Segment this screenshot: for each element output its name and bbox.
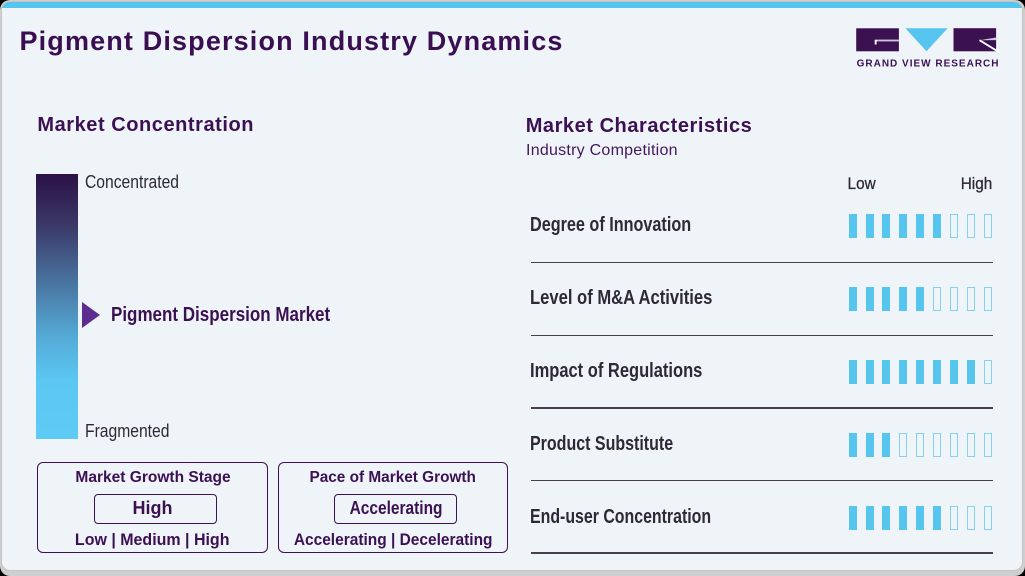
svg-text:GRAND VIEW RESEARCH: GRAND VIEW RESEARCH <box>857 59 1000 70</box>
